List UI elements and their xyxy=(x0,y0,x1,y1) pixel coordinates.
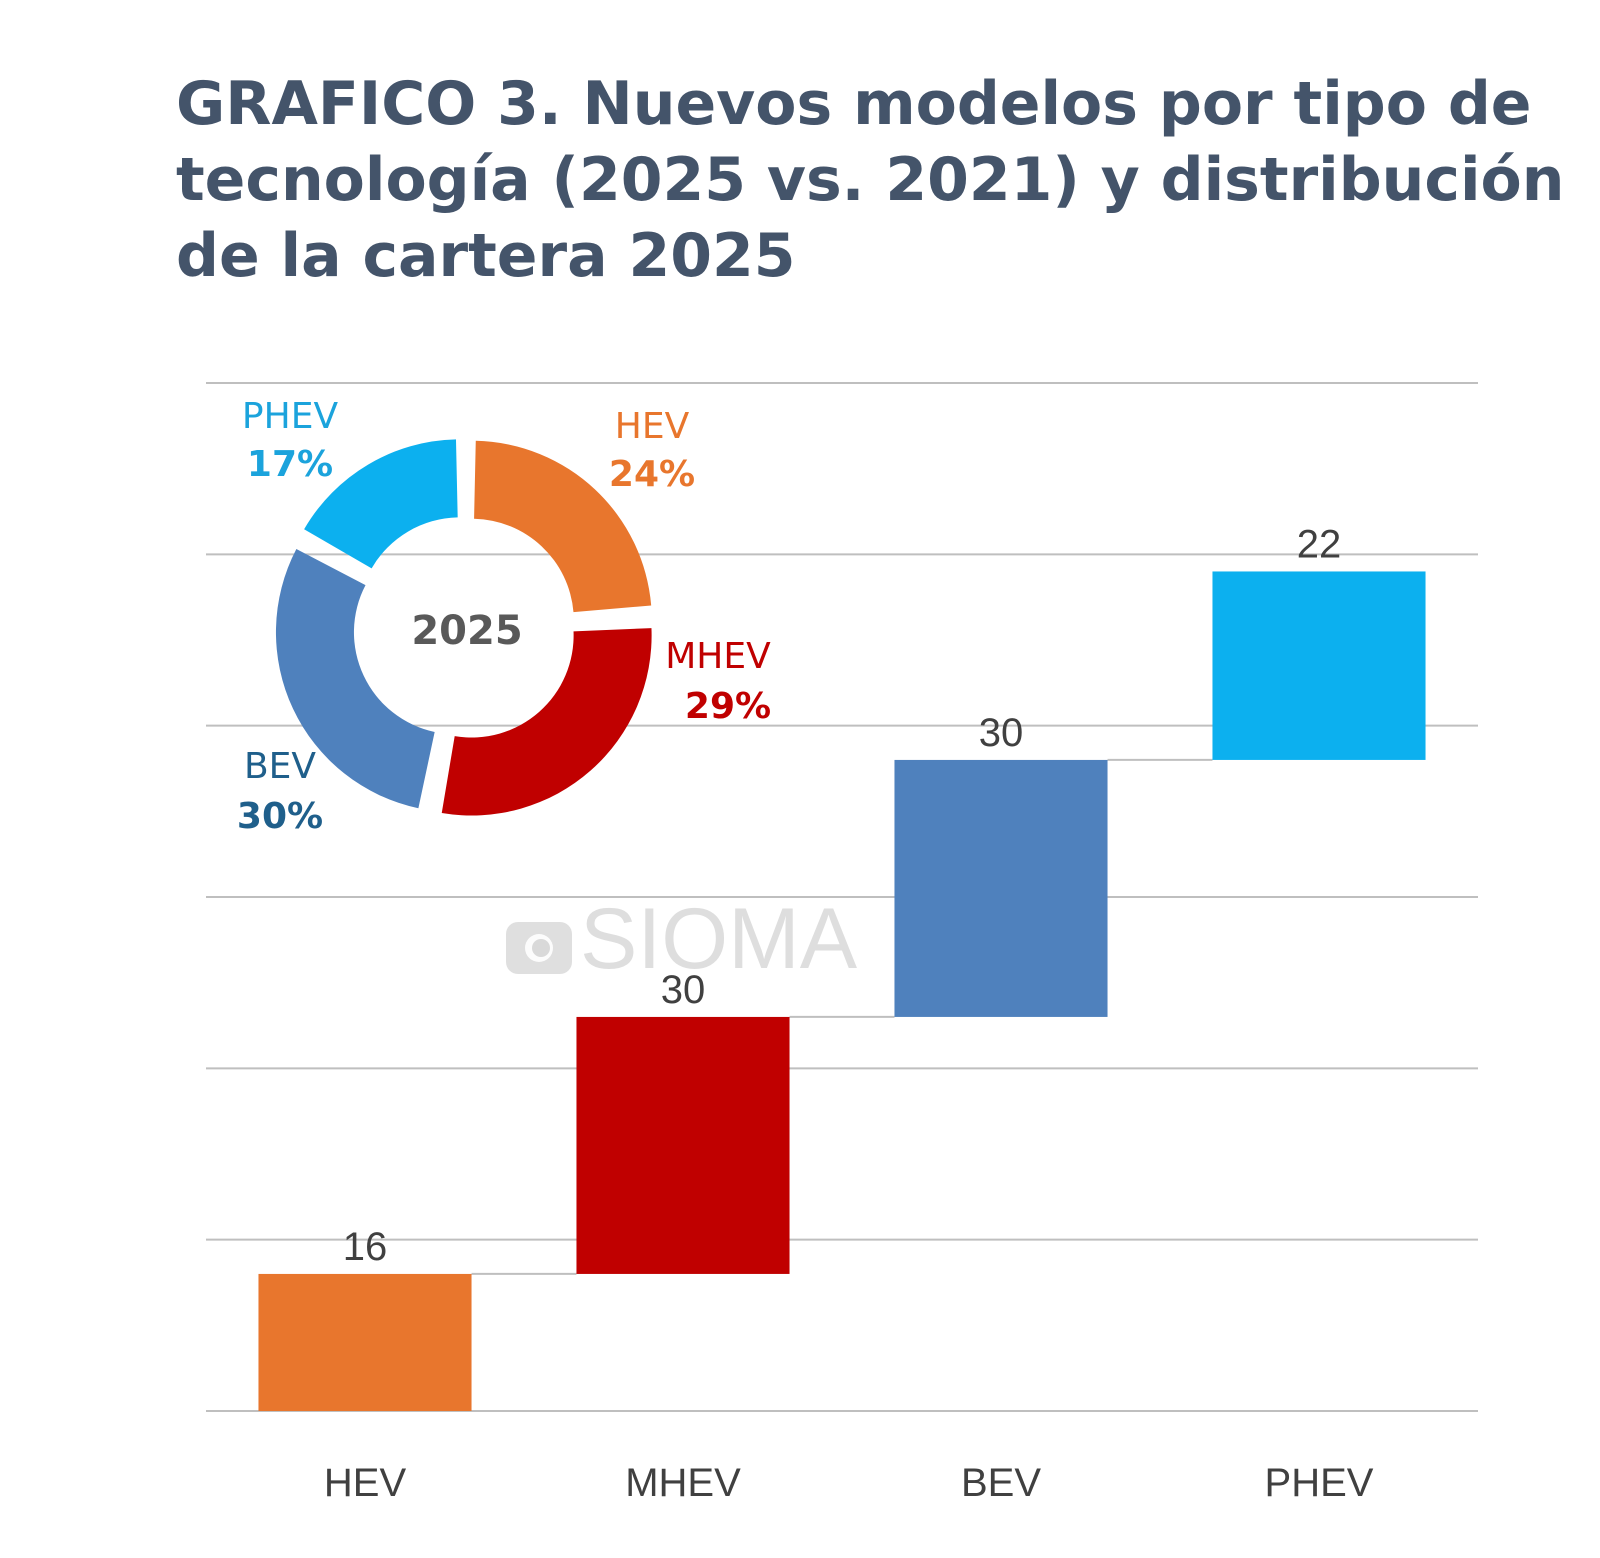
donut-pct-hev: 24% xyxy=(609,454,695,495)
bar-mhev xyxy=(576,1016,790,1274)
x-tick-phev: PHEV xyxy=(1265,1461,1374,1505)
donut-label-hev: HEV xyxy=(615,406,690,447)
donut-slice-bev xyxy=(275,549,435,809)
donut-pct-bev: 30% xyxy=(237,796,323,837)
donut-pct-mhev: 29% xyxy=(685,686,771,727)
bar-bev xyxy=(894,759,1108,1017)
donut-chart xyxy=(275,439,652,816)
donut-slice-mhev xyxy=(441,628,652,816)
donut-label-phev: PHEV xyxy=(242,396,339,437)
data-labels: 16 30 30 22 xyxy=(343,522,1342,1268)
watermark-logo-icon xyxy=(506,922,572,974)
waterfall-bars xyxy=(258,571,1426,1411)
waterfall-connectors xyxy=(471,758,1213,1275)
chart-title: GRAFICO 3. Nuevos modelos por tipo de te… xyxy=(176,69,1565,291)
x-axis-tick-labels: HEV MHEV BEV PHEV xyxy=(324,1461,1374,1505)
data-label-bev: 30 xyxy=(979,711,1024,755)
donut-pct-phev: 17% xyxy=(247,444,333,485)
donut-slice-phev xyxy=(304,439,458,569)
data-label-phev: 22 xyxy=(1297,522,1342,566)
donut-label-mhev: MHEV xyxy=(665,636,771,677)
data-label-mhev: 30 xyxy=(661,968,706,1012)
donut-labels: HEV 24% MHEV 29% BEV 30% PHEV 17% xyxy=(237,396,771,837)
x-tick-bev: BEV xyxy=(961,1461,1041,1505)
watermark-text: SIOMA xyxy=(580,891,858,987)
x-tick-mhev: MHEV xyxy=(625,1461,741,1505)
bar-phev xyxy=(1212,571,1426,760)
data-label-hev: 16 xyxy=(343,1225,388,1269)
x-tick-hev: HEV xyxy=(324,1461,407,1505)
donut-label-bev: BEV xyxy=(244,746,316,787)
bar-hev xyxy=(258,1273,472,1411)
donut-slice-hev xyxy=(474,440,652,613)
donut-center-label: 2025 xyxy=(411,608,522,654)
